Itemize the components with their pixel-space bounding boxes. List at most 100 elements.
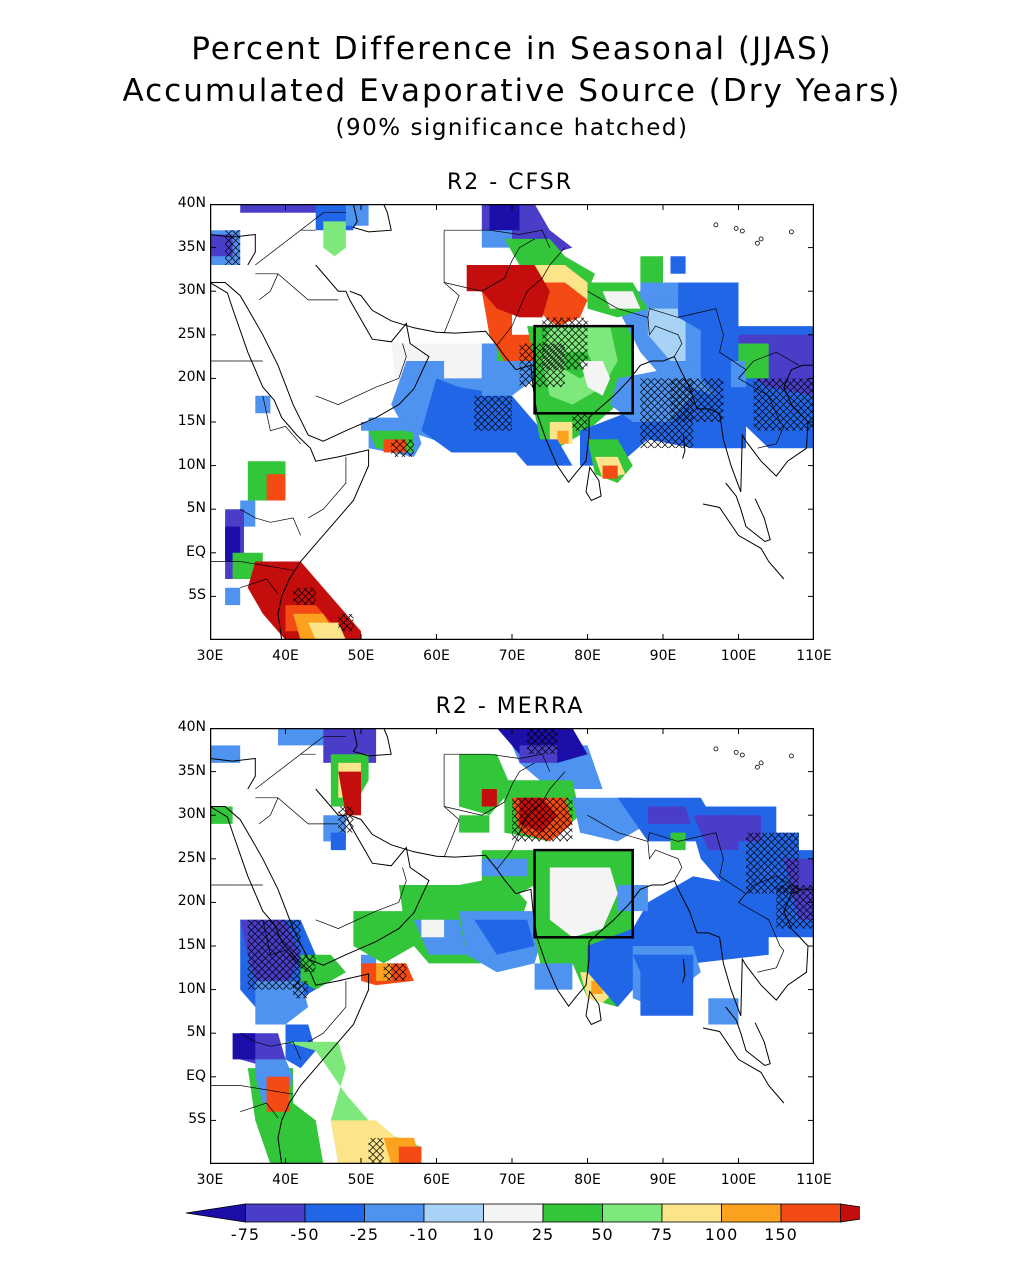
shade-region-top-40 [580,361,611,396]
shade-region-bottom-31 [421,919,445,938]
shade-region-top-43 [512,439,573,466]
colorbar-box-6 [602,1203,663,1223]
border-bottom-7 [496,832,520,870]
hatch-area-top-0 [225,230,241,266]
shade-region-top-11 [225,526,241,562]
lat-label-bottom: 20N [177,893,206,910]
coastline-bottom-2 [349,814,814,1016]
study-region-box-top [533,324,634,415]
border-top-16 [308,456,347,519]
lat-label-bottom: 35N [177,762,206,779]
title-line-1: Percent Difference in Seasonal (JJAS) [191,31,833,67]
shade-region-top-42 [557,430,569,444]
coastline-layer-top [210,204,814,640]
shade-region-bottom-37 [549,867,618,938]
island-top-3 [789,229,794,235]
lon-label-top: 90E [649,648,677,664]
coastline-top-8 [725,482,771,543]
lat-label-top: 15N [177,413,206,429]
title-line-3: (90% significance hatched) [335,115,689,141]
shade-region-top-31 [489,204,520,231]
coastline-bottom-7 [702,1027,785,1104]
lon-label-bottom: 100E [720,1172,757,1188]
lat-label-bottom: 10N [177,980,206,997]
hatch-area-bottom-7 [776,884,814,929]
shade-region-top-60 [670,256,686,274]
shade-region-bottom-12 [255,980,309,1025]
island-top-2 [713,222,719,228]
border-top-3 [443,230,460,334]
border-bottom-5 [444,762,535,816]
colorbar-label-0: -75 [231,1225,260,1244]
colorbar-label-7: 75 [651,1225,673,1244]
shade-region-bottom-41 [534,963,573,990]
coastline-bottom-3 [585,989,602,1026]
shade-region-bottom-14 [232,1033,256,1060]
shade-region-top-25 [444,352,482,379]
colorbar-label-9: 150 [764,1225,798,1244]
hatch-area-top-6 [474,395,512,431]
shade-region-bottom-26 [376,963,392,981]
coastline-top-2 [349,290,814,492]
lat-label-top: 10N [177,456,206,473]
shade-region-top-21 [383,439,407,453]
shade-region-bottom-60 [715,815,762,842]
shade-region-bottom-1 [210,806,233,824]
shade-region-bottom-48 [519,745,558,763]
lon-label-bottom: 80E [574,1172,601,1188]
border-top-4 [444,229,551,248]
shade-region-bottom-8 [330,832,346,851]
colorbar-label-1: -50 [290,1225,319,1244]
lat-label-top: 35N [177,238,206,255]
border-bottom-6 [519,771,566,833]
lon-label-bottom: 90E [649,1172,677,1188]
colorbar-label-8: 100 [705,1225,739,1244]
lat-label-top: EQ [186,543,206,560]
lon-label-top: 50E [347,648,375,664]
border-top-2 [300,212,346,231]
lon-label-top: 100E [720,648,757,664]
lon-label-top: 30E [196,648,224,664]
border-top-9 [647,317,683,357]
colorbar-box-2 [364,1203,425,1223]
border-top-5 [444,238,535,292]
coastline-bottom-8 [725,1006,771,1067]
hatch-area-top-7 [572,413,588,431]
lon-label-bottom: 30E [196,1172,224,1188]
shade-region-bottom-49 [459,754,512,816]
shade-region-bottom-23 [398,1146,422,1164]
hatch-area-top-10 [753,378,814,431]
border-bottom-22 [315,910,377,929]
shade-region-bottom-0 [210,745,241,763]
lat-label-bottom: 15N [177,937,206,953]
lat-label-top: 20N [177,369,206,386]
colorbar-box-9 [780,1203,841,1223]
border-top-23 [258,273,279,301]
shade-region-top-14 [247,561,361,640]
border-bottom-11 [738,875,800,903]
shade-region-bottom-54 [459,815,490,833]
border-bottom-21 [375,867,407,912]
lat-label-top: 5S [188,587,206,604]
shade-region-bottom-19 [285,1024,316,1069]
title-line-2: Accumulated Evaporative Source (Dry Year… [122,73,902,109]
lat-label-bottom: 30N [177,806,206,823]
colorbar-box-1 [304,1203,365,1223]
island-top-1 [739,228,745,234]
colorbar-box-0 [245,1203,306,1223]
lon-label-top: 70E [498,648,526,664]
colorbar-box-5 [542,1203,603,1223]
shade-region-top-61 [640,256,663,283]
coastline-bottom-5 [352,728,392,757]
shade-region-top-53 [602,291,641,309]
colorbar-label-3: -10 [409,1225,438,1244]
island-bottom-2 [713,746,719,752]
coastline-top-0 [210,264,430,442]
lon-label-bottom: 110E [796,1172,832,1188]
colorbar-arrow-left [185,1203,246,1223]
lat-label-bottom: 40N [177,719,206,735]
coastline-top-1 [210,282,370,640]
lon-label-top: 110E [796,648,832,664]
border-bottom-4 [444,753,551,772]
hatch-area-bottom-9 [368,1137,384,1164]
